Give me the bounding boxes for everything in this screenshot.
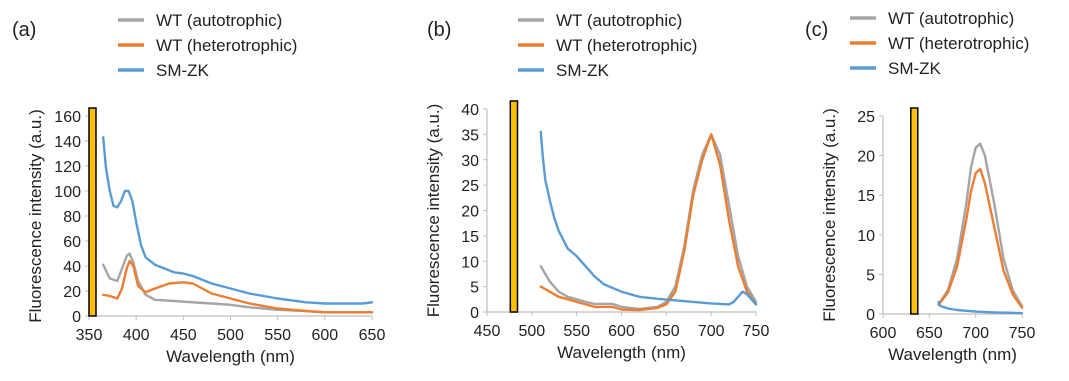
y-tick-label: 10 [857, 228, 875, 245]
x-tick-label: 550 [264, 327, 291, 344]
x-tick-label: 350 [76, 327, 103, 344]
panel-label: (a) [12, 19, 36, 41]
x-axis-label: Wavelength (nm) [888, 345, 1017, 364]
x-tick-label: 500 [518, 323, 545, 340]
y-tick-label: 80 [63, 209, 81, 226]
y-tick-label: 10 [461, 254, 479, 271]
excitation-band [910, 107, 919, 315]
series-line-sm-zk [937, 300, 1024, 315]
legend-label: SM-ZK [556, 61, 610, 80]
x-tick-label: 400 [123, 327, 150, 344]
x-tick-label: 450 [170, 327, 197, 344]
panel-label: (b) [427, 19, 451, 41]
x-tick-label: 750 [743, 323, 770, 340]
x-tick-label: 650 [359, 327, 386, 344]
excitation-band [509, 100, 519, 313]
y-axis-label: Fluorescence intensity (a.u.) [820, 108, 839, 322]
y-tick-label: 25 [461, 178, 479, 195]
y-tick-label: 15 [857, 188, 875, 205]
x-tick-label: 450 [474, 323, 501, 340]
series-line-wt-heterotrophic [937, 167, 1024, 309]
series-line-wt-autotrophic [539, 133, 758, 311]
x-tick-label: 700 [698, 323, 725, 340]
x-axis-label: Wavelength (nm) [557, 343, 686, 362]
x-tick-label: 750 [1009, 325, 1036, 342]
legend-label: WT (heterotrophic) [556, 36, 697, 55]
x-tick-label: 650 [653, 323, 680, 340]
x-tick-label: 600 [870, 325, 897, 342]
y-tick-label: 140 [54, 134, 81, 151]
x-axis-label: Wavelength (nm) [166, 347, 295, 366]
legend-label: WT (heterotrophic) [156, 36, 297, 55]
x-tick-label: 700 [962, 325, 989, 342]
series-line-sm-zk [102, 136, 374, 305]
legend-label: WT (autotrophic) [888, 9, 1014, 28]
series-line-wt-autotrophic [937, 142, 1024, 308]
y-tick-label: 35 [461, 127, 479, 144]
y-tick-label: 40 [63, 259, 81, 276]
y-tick-label: 20 [63, 284, 81, 301]
x-tick-label: 550 [563, 323, 590, 340]
y-tick-label: 120 [54, 159, 81, 176]
y-tick-label: 30 [461, 153, 479, 170]
y-tick-label: 40 [461, 102, 479, 119]
legend-label: WT (autotrophic) [556, 11, 682, 30]
y-tick-label: 20 [857, 149, 875, 166]
x-tick-label: 600 [608, 323, 635, 340]
y-tick-label: 15 [461, 229, 479, 246]
panel-label: (c) [805, 19, 828, 41]
legend-label: WT (autotrophic) [156, 11, 282, 30]
series-line-sm-zk [539, 130, 758, 306]
x-tick-label: 500 [217, 327, 244, 344]
y-axis-label: Fluorescence intensity (a.u.) [26, 109, 45, 323]
y-tick-label: 0 [470, 305, 479, 322]
legend-label: WT (heterotrophic) [888, 34, 1029, 53]
y-tick-label: 0 [866, 307, 875, 324]
y-tick-label: 5 [470, 280, 479, 297]
y-tick-label: 160 [54, 109, 81, 126]
y-tick-label: 100 [54, 184, 81, 201]
y-tick-label: 20 [461, 204, 479, 221]
x-tick-label: 650 [916, 325, 943, 342]
x-tick-label: 600 [311, 327, 338, 344]
legend-label: SM-ZK [888, 59, 942, 78]
y-tick-label: 60 [63, 234, 81, 251]
y-axis-label: Fluorescence intensity (a.u.) [424, 104, 443, 318]
excitation-band [88, 107, 97, 317]
y-tick-label: 5 [866, 267, 875, 284]
series-line-wt-heterotrophic [539, 133, 758, 312]
y-tick-label: 25 [857, 109, 875, 126]
y-tick-label: 0 [72, 309, 81, 326]
legend-label: SM-ZK [156, 61, 210, 80]
series-line-wt-heterotrophic [102, 259, 374, 314]
